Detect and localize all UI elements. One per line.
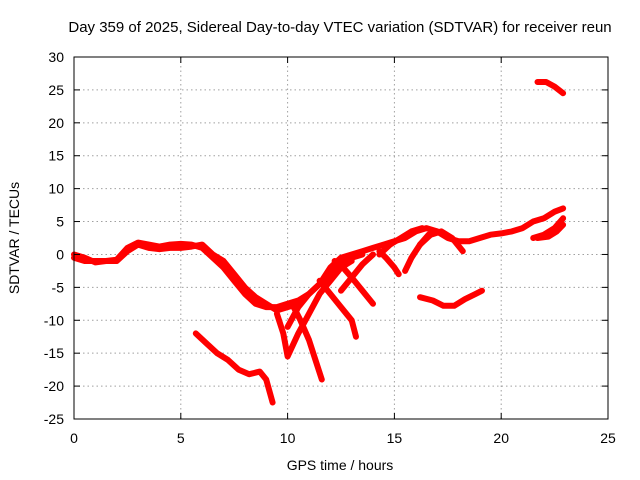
data-series-group — [71, 79, 567, 406]
y-tick-label: 15 — [48, 148, 64, 164]
y-tick-label: -5 — [52, 279, 65, 295]
series-line-s3 — [192, 330, 276, 406]
x-axis-label: GPS time / hours — [287, 457, 394, 473]
y-axis-ticks: -25 -20 -15 -10 -5 0 5 10 15 20 25 30 — [44, 49, 608, 427]
x-tick-label: 0 — [70, 430, 78, 446]
series-line-s2 — [71, 241, 302, 314]
series-line-s13 — [417, 228, 466, 255]
series-line-s9 — [338, 251, 376, 294]
y-tick-label: 30 — [48, 49, 64, 65]
x-axis-ticks: 0 5 10 15 20 25 — [70, 57, 616, 446]
y-tick-label: 5 — [56, 214, 64, 230]
series-line-s10 — [376, 225, 426, 258]
chart-title: Day 359 of 2025, Sidereal Day-to-day VTE… — [68, 19, 611, 36]
series-line-s8 — [331, 258, 376, 307]
series-line-s6 — [284, 251, 366, 330]
y-tick-label: -25 — [44, 411, 64, 427]
series-line-s15 — [534, 79, 567, 97]
y-axis-label: SDTVAR / TECUs — [6, 182, 22, 294]
x-tick-label: 10 — [280, 430, 296, 446]
x-tick-label: 15 — [387, 430, 403, 446]
x-tick-label: 5 — [177, 430, 185, 446]
y-tick-label: 0 — [56, 246, 64, 262]
grid-lines — [74, 57, 608, 419]
plot-frame — [73, 56, 609, 420]
series-line-s17 — [534, 221, 567, 241]
y-tick-label: 10 — [48, 181, 64, 197]
y-tick-label: 25 — [48, 82, 64, 98]
x-tick-label: 20 — [493, 430, 509, 446]
series-line-s14 — [417, 287, 485, 309]
y-tick-label: -10 — [44, 312, 64, 328]
series-line-s4 — [273, 258, 355, 360]
y-tick-label: 20 — [48, 115, 64, 131]
y-tick-label: -15 — [44, 345, 64, 361]
x-tick-label: 25 — [600, 430, 616, 446]
series-line-s5 — [288, 300, 325, 383]
series-line-s7 — [316, 277, 359, 340]
series-line-s11 — [376, 248, 402, 278]
y-tick-label: -20 — [44, 378, 64, 394]
